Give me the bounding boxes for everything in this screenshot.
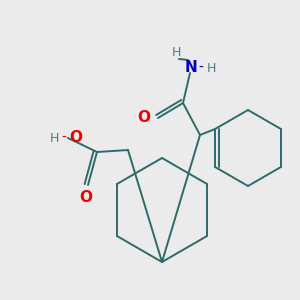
Text: H: H xyxy=(206,61,216,74)
Text: -: - xyxy=(61,131,66,145)
Text: H: H xyxy=(49,131,59,145)
Text: -: - xyxy=(199,61,203,75)
Text: H: H xyxy=(171,46,181,59)
Text: O: O xyxy=(70,130,83,146)
Text: O: O xyxy=(80,190,92,206)
Text: O: O xyxy=(137,110,151,125)
Text: N: N xyxy=(184,61,197,76)
